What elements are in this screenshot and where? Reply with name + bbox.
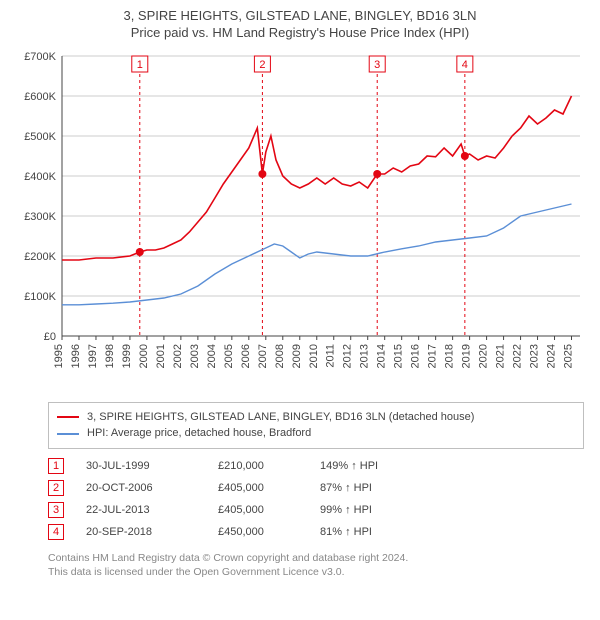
chart-area: £0 £100K £200K £300K £400K £500K £600K £700K 199… [10,46,590,396]
svg-text:1997: 1997 [87,344,99,368]
tx-marker-box: 1 [48,458,64,474]
tx-hpi: 99% ↑ HPI [320,504,420,516]
svg-text:2003: 2003 [189,344,201,368]
svg-text:1: 1 [137,59,143,71]
tx-price: £405,000 [218,504,298,516]
svg-text:1999: 1999 [121,344,133,368]
svg-text:2016: 2016 [410,344,422,368]
title-subtitle: Price paid vs. HM Land Registry's House … [10,25,590,42]
svg-text:£300K: £300K [24,211,56,223]
legend: 3, SPIRE HEIGHTS, GILSTEAD LANE, BINGLEY… [48,402,584,449]
tx-hpi: 81% ↑ HPI [320,526,420,538]
svg-text:2004: 2004 [206,344,218,368]
table-row: 2 20-OCT-2006 £405,000 87% ↑ HPI [48,477,584,499]
title-address: 3, SPIRE HEIGHTS, GILSTEAD LANE, BINGLEY… [10,8,590,25]
svg-text:2015: 2015 [393,344,405,368]
svg-text:3: 3 [374,59,380,71]
svg-text:2007: 2007 [257,344,269,368]
table-row: 4 20-SEP-2018 £450,000 81% ↑ HPI [48,521,584,543]
legend-label: 3, SPIRE HEIGHTS, GILSTEAD LANE, BINGLEY… [87,409,474,426]
svg-text:2002: 2002 [172,344,184,368]
svg-text:2013: 2013 [359,344,371,368]
tx-date: 20-SEP-2018 [86,526,196,538]
svg-text:£100K: £100K [24,291,56,303]
svg-text:2021: 2021 [495,344,507,368]
legend-swatch-blue [57,433,79,435]
tx-date: 20-OCT-2006 [86,482,196,494]
svg-text:£400K: £400K [24,171,56,183]
tx-hpi: 87% ↑ HPI [320,482,420,494]
svg-text:2001: 2001 [155,344,167,368]
svg-text:£700K: £700K [24,51,56,63]
svg-text:2010: 2010 [308,344,320,368]
tx-date: 30-JUL-1999 [86,460,196,472]
footer-line: Contains HM Land Registry data © Crown c… [48,551,584,566]
svg-text:£200K: £200K [24,251,56,263]
tx-price: £210,000 [218,460,298,472]
footer-attribution: Contains HM Land Registry data © Crown c… [48,551,584,580]
svg-text:2018: 2018 [444,344,456,368]
svg-text:2019: 2019 [461,344,473,368]
table-row: 1 30-JUL-1999 £210,000 149% ↑ HPI [48,455,584,477]
tx-price: £450,000 [218,526,298,538]
svg-text:1998: 1998 [104,344,116,368]
svg-text:2017: 2017 [427,344,439,368]
svg-text:4: 4 [462,59,468,71]
footer-line: This data is licensed under the Open Gov… [48,565,584,580]
svg-text:£500K: £500K [24,131,56,143]
svg-text:2022: 2022 [512,344,524,368]
legend-item-hpi: HPI: Average price, detached house, Brad… [57,425,575,442]
legend-item-price-paid: 3, SPIRE HEIGHTS, GILSTEAD LANE, BINGLEY… [57,409,575,426]
legend-label: HPI: Average price, detached house, Brad… [87,425,311,442]
svg-text:1996: 1996 [70,344,82,368]
tx-date: 22-JUL-2013 [86,504,196,516]
svg-text:2009: 2009 [291,344,303,368]
svg-text:2000: 2000 [138,344,150,368]
chart-svg: £0 £100K £200K £300K £400K £500K £600K £700K 199… [10,46,590,396]
svg-text:£600K: £600K [24,91,56,103]
svg-text:2006: 2006 [240,344,252,368]
svg-text:2: 2 [259,59,265,71]
transactions-table: 1 30-JUL-1999 £210,000 149% ↑ HPI 2 20-O… [48,455,584,543]
svg-text:2023: 2023 [529,344,541,368]
chart-titles: 3, SPIRE HEIGHTS, GILSTEAD LANE, BINGLEY… [10,8,590,42]
svg-text:1995: 1995 [53,344,65,368]
svg-text:2008: 2008 [274,344,286,368]
svg-text:£0: £0 [44,331,56,343]
svg-text:2024: 2024 [546,344,558,368]
svg-text:2012: 2012 [342,344,354,368]
svg-text:2005: 2005 [223,344,235,368]
tx-hpi: 149% ↑ HPI [320,460,420,472]
svg-text:2025: 2025 [563,344,575,368]
legend-swatch-red [57,416,79,418]
tx-price: £405,000 [218,482,298,494]
table-row: 3 22-JUL-2013 £405,000 99% ↑ HPI [48,499,584,521]
svg-text:2011: 2011 [325,344,337,368]
svg-text:2020: 2020 [478,344,490,368]
svg-text:2014: 2014 [376,344,388,368]
tx-marker-box: 3 [48,502,64,518]
tx-marker-box: 2 [48,480,64,496]
tx-marker-box: 4 [48,524,64,540]
